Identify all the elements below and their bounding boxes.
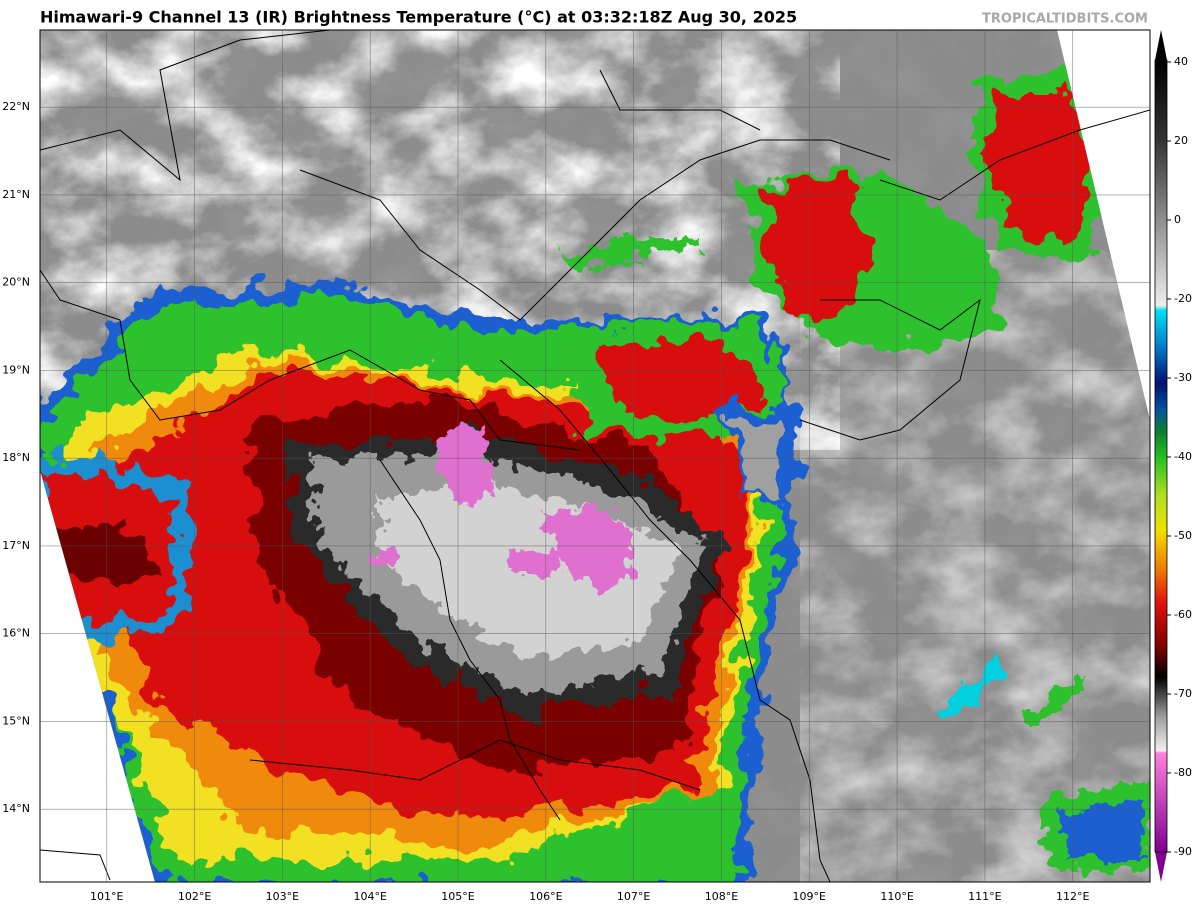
colorbar-label: -70 (1174, 687, 1192, 700)
colorbar-label: -40 (1174, 450, 1192, 463)
axis-labels: 101°E 102°E 103°E 104°E 105°E 106°E 107°E 108°E… (2, 100, 1089, 903)
colorbar-ticks: 40 20 0 -20 -30 -40 -50 -60 -70 -80 -90 (1167, 55, 1192, 858)
lon-label: 107°E (617, 890, 650, 903)
lat-label: 21°N (2, 188, 30, 201)
lon-label: 102°E (178, 890, 211, 903)
boundaries (40, 30, 1150, 882)
colorbar-label: -60 (1174, 608, 1192, 621)
title: Himawari-9 Channel 13 (IR) Brightness Te… (40, 8, 797, 27)
colorbar-label: -20 (1174, 292, 1192, 305)
lon-label: 104°E (353, 890, 386, 903)
lon-label: 108°E (705, 890, 738, 903)
map-frame (39, 29, 1151, 883)
colorbar (1154, 30, 1168, 882)
lat-label: 19°N (2, 363, 30, 376)
lon-label: 105°E (441, 890, 474, 903)
lon-label: 101°E (90, 890, 123, 903)
graticule (40, 30, 1150, 882)
colorbar-label: -80 (1174, 766, 1192, 779)
watermark: TROPICALTIDBITS.COM (982, 12, 1148, 27)
lat-label: 20°N (2, 276, 30, 289)
colorbar-label: 20 (1174, 134, 1188, 147)
colorbar-label: 0 (1174, 213, 1181, 226)
colorbar-label: -30 (1174, 371, 1192, 384)
lat-label: 18°N (2, 451, 30, 464)
lon-label: 112°E (1056, 890, 1089, 903)
colorbar-label: 40 (1174, 55, 1188, 68)
lon-label: 106°E (529, 890, 562, 903)
lon-label: 111°E (968, 890, 1001, 903)
colorbar-label: -50 (1174, 529, 1192, 542)
lon-label: 103°E (266, 890, 299, 903)
satellite-imagery (40, 30, 1150, 882)
lon-label: 110°E (880, 890, 913, 903)
colorbar-label: -90 (1174, 845, 1192, 858)
lat-label: 22°N (2, 100, 30, 113)
lat-label: 17°N (2, 539, 30, 552)
lon-label: 109°E (793, 890, 826, 903)
lat-label: 16°N (2, 627, 30, 640)
lat-label: 14°N (2, 802, 30, 815)
lat-label: 15°N (2, 714, 30, 727)
